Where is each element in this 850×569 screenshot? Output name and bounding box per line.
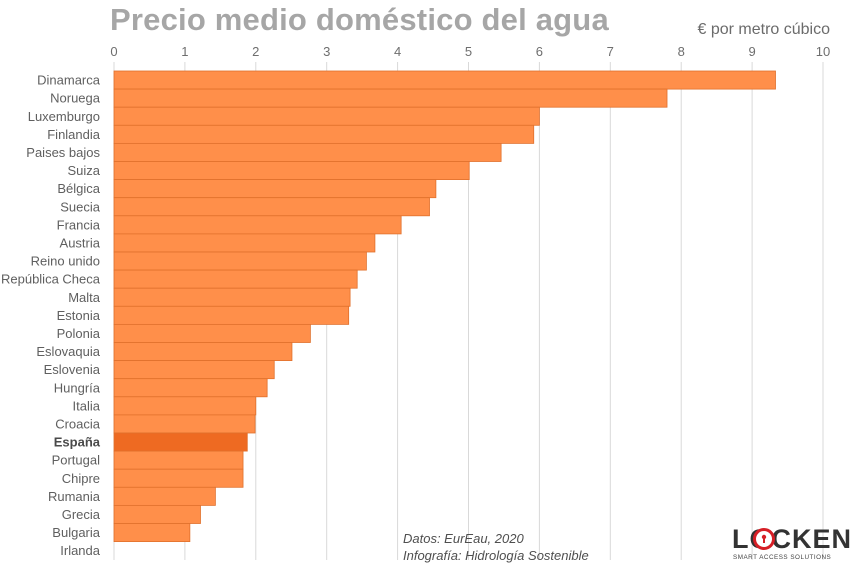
bar-italia xyxy=(113,396,257,416)
bar-suecia xyxy=(113,197,430,217)
category-label-reino-unido: Reino unido xyxy=(31,254,100,269)
category-label-suiza: Suiza xyxy=(67,163,100,178)
x-tick-label-4: 4 xyxy=(394,44,401,59)
category-label-italia: Italia xyxy=(73,398,101,413)
x-tick-label-9: 9 xyxy=(748,44,755,59)
bar-luxemburgo xyxy=(113,106,540,126)
source-line-data: Datos: EurEau, 2020 xyxy=(403,531,524,546)
bar-portugal xyxy=(113,450,244,470)
bar-paises-bajos xyxy=(113,142,502,162)
bar-rumania xyxy=(113,486,216,506)
bar-bulgaria xyxy=(113,523,191,543)
category-label-polonia: Polonia xyxy=(57,326,101,341)
category-label-eslovaquia: Eslovaquia xyxy=(36,344,100,359)
x-axis-ticks: 0 1 2 3 4 5 6 7 8 9 10 xyxy=(110,44,830,59)
category-label-dinamarca: Dinamarca xyxy=(37,73,101,88)
locken-logo: LOCKEN SMART ACCESS SOLUTIONS xyxy=(732,523,850,563)
bar-malta xyxy=(113,287,351,307)
category-label-noruega: Noruega xyxy=(50,91,101,106)
bar-chipre xyxy=(113,468,244,488)
bar-polonia xyxy=(113,323,311,343)
unit-label: € por metro cúbico xyxy=(697,21,830,38)
bar-noruega xyxy=(113,88,668,108)
x-tick-label-2: 2 xyxy=(252,44,259,59)
category-label-chipre: Chipre xyxy=(62,471,100,486)
category-label-austria: Austria xyxy=(60,235,101,250)
bars xyxy=(113,70,776,543)
bar-estonia xyxy=(113,305,350,325)
category-label-españa: España xyxy=(54,435,101,450)
source-note: Datos: EurEau, 2020 Infografía: Hidrolog… xyxy=(403,530,589,564)
category-label-malta: Malta xyxy=(68,290,101,305)
bar-eslovaquia xyxy=(113,342,293,362)
x-tick-label-3: 3 xyxy=(323,44,330,59)
logo-tagline: SMART ACCESS SOLUTIONS xyxy=(733,554,832,561)
bar-españa xyxy=(113,432,248,452)
category-label-bélgica: Bélgica xyxy=(57,181,100,196)
bar-hungría xyxy=(113,378,268,398)
chart-title: Precio medio doméstico del agua xyxy=(110,2,609,37)
category-label-paises-bajos: Paises bajos xyxy=(26,145,100,160)
category-label-estonia: Estonia xyxy=(57,308,101,323)
category-label-república-checa: República Checa xyxy=(1,272,101,287)
category-label-bulgaria: Bulgaria xyxy=(52,525,100,540)
category-label-luxemburgo: Luxemburgo xyxy=(28,109,100,124)
x-tick-label-7: 7 xyxy=(607,44,614,59)
category-label-irlanda: Irlanda xyxy=(60,543,101,558)
bar-eslovenia xyxy=(113,360,275,380)
source-line-infographic: Infografía: Hidrología Sostenible xyxy=(403,548,589,563)
category-label-francia: Francia xyxy=(57,217,101,232)
category-label-grecia: Grecia xyxy=(62,507,101,522)
bar-finlandia xyxy=(113,124,535,144)
category-label-croacia: Croacia xyxy=(55,416,101,431)
bar-croacia xyxy=(113,414,256,434)
category-label-eslovenia: Eslovenia xyxy=(44,362,101,377)
bar-grecia xyxy=(113,504,201,524)
bar-dinamarca xyxy=(113,70,776,90)
x-tick-label-5: 5 xyxy=(465,44,472,59)
bar-francia xyxy=(113,215,402,235)
x-tick-label-8: 8 xyxy=(678,44,685,59)
x-tick-label-0: 0 xyxy=(110,44,117,59)
bar-suiza xyxy=(113,161,470,181)
category-label-rumania: Rumania xyxy=(48,489,101,504)
bar-república-checa xyxy=(113,269,358,289)
x-tick-label-6: 6 xyxy=(536,44,543,59)
category-label-portugal: Portugal xyxy=(52,453,101,468)
category-label-suecia: Suecia xyxy=(60,199,101,214)
bar-austria xyxy=(113,233,376,253)
x-tick-label-10: 10 xyxy=(816,44,830,59)
logo-keyhole-icon xyxy=(753,528,775,550)
x-tick-label-1: 1 xyxy=(181,44,188,59)
logo-wordmark: LOCKEN xyxy=(732,524,850,554)
category-label-finlandia: Finlandia xyxy=(47,127,101,142)
bar-reino-unido xyxy=(113,251,367,271)
category-label-hungría: Hungría xyxy=(54,380,101,395)
bar-bélgica xyxy=(113,179,437,199)
category-labels: Dinamarca Noruega Luxemburgo Finlandia Paise… xyxy=(1,73,101,559)
